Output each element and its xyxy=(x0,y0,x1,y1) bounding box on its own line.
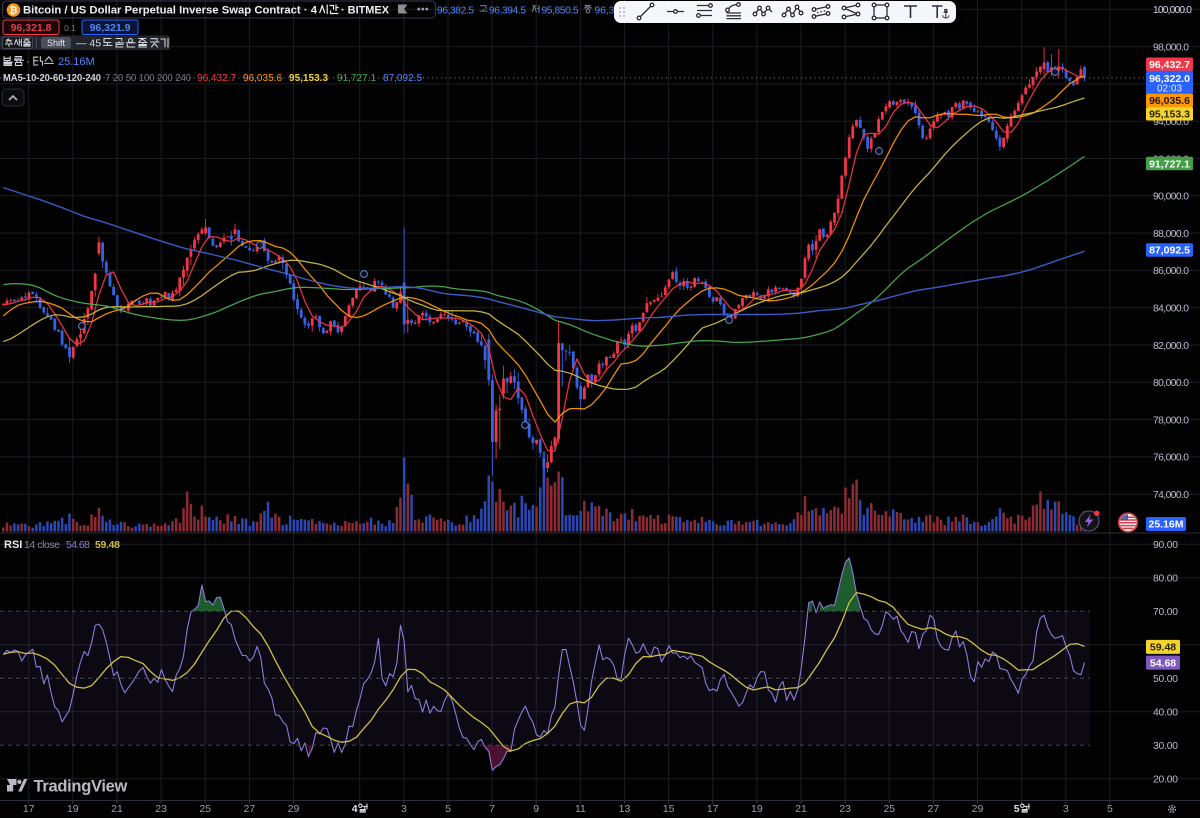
svg-text:15: 15 xyxy=(663,803,675,815)
svg-text:96,432.7: 96,432.7 xyxy=(1149,59,1190,71)
svg-text:25.16M: 25.16M xyxy=(1148,519,1183,531)
svg-text:3: 3 xyxy=(401,803,407,815)
svg-text:59.48: 59.48 xyxy=(95,539,120,551)
svg-text:25.16M: 25.16M xyxy=(58,56,95,68)
svg-text:17: 17 xyxy=(707,803,719,815)
svg-text:59.48: 59.48 xyxy=(1150,642,1176,654)
svg-text:74,000.0: 74,000.0 xyxy=(1153,490,1189,501)
svg-text:27: 27 xyxy=(244,803,256,815)
svg-text:96,321.9: 96,321.9 xyxy=(90,22,131,34)
svg-text:95,850.5: 95,850.5 xyxy=(542,6,579,17)
svg-text:5: 5 xyxy=(1014,803,1020,815)
svg-text:40.00: 40.00 xyxy=(1153,708,1178,719)
svg-text:96,35: 96,35 xyxy=(595,6,621,17)
svg-text:Shift: Shift xyxy=(47,38,66,48)
svg-text:95,153.3: 95,153.3 xyxy=(1149,109,1190,121)
svg-text:96,322.0: 96,322.0 xyxy=(1149,73,1190,85)
svg-text:96,432.7: 96,432.7 xyxy=(197,73,236,84)
svg-text:9: 9 xyxy=(533,803,539,815)
svg-text:96,394.5: 96,394.5 xyxy=(489,6,526,17)
svg-text:7 20 50 100 200 240: 7 20 50 100 200 240 xyxy=(105,73,191,84)
svg-text:21: 21 xyxy=(795,803,807,815)
svg-text:Bitcoin / US Dollar Perpetual: Bitcoin / US Dollar Perpetual Inverse Sw… xyxy=(23,5,318,17)
svg-text:84,000.0: 84,000.0 xyxy=(1153,304,1189,315)
svg-text:87,092.5: 87,092.5 xyxy=(1149,245,1190,257)
svg-text:23: 23 xyxy=(155,803,167,815)
svg-text:11: 11 xyxy=(575,803,586,815)
svg-text:78,000.0: 78,000.0 xyxy=(1153,415,1189,426)
svg-text:25: 25 xyxy=(199,803,211,815)
svg-text:14 close: 14 close xyxy=(24,539,60,551)
svg-text:54.68: 54.68 xyxy=(66,539,90,551)
svg-text:21: 21 xyxy=(111,803,123,815)
svg-text:02:03: 02:03 xyxy=(1157,84,1182,95)
svg-text:80.00: 80.00 xyxy=(1153,574,1178,585)
svg-text:13: 13 xyxy=(619,803,631,815)
svg-text:96,035.6: 96,035.6 xyxy=(1149,95,1190,107)
svg-text:· BITMEX: · BITMEX xyxy=(341,5,390,17)
svg-text:0.1: 0.1 xyxy=(64,23,76,33)
svg-text:·: · xyxy=(26,56,30,68)
svg-text:25: 25 xyxy=(883,803,895,815)
svg-text:— 45: — 45 xyxy=(76,38,101,50)
svg-text:19: 19 xyxy=(67,803,79,815)
svg-text:7: 7 xyxy=(489,803,495,815)
svg-text:91,727.1: 91,727.1 xyxy=(1149,158,1190,170)
svg-text:5: 5 xyxy=(445,803,451,815)
svg-text:29: 29 xyxy=(972,803,984,815)
svg-text:23: 23 xyxy=(839,803,851,815)
svg-text:90.00: 90.00 xyxy=(1153,540,1178,551)
svg-text:96,035.6: 96,035.6 xyxy=(243,73,282,84)
svg-text:100,000.0: 100,000.0 xyxy=(1153,5,1192,16)
svg-text:4: 4 xyxy=(352,803,358,815)
svg-text:19: 19 xyxy=(751,803,763,815)
svg-text:88,000.0: 88,000.0 xyxy=(1153,229,1189,240)
svg-text:29: 29 xyxy=(288,803,300,815)
svg-text:3: 3 xyxy=(1063,803,1069,815)
svg-text:98,000.0: 98,000.0 xyxy=(1153,42,1189,53)
svg-text:17: 17 xyxy=(23,803,35,815)
svg-text:TradingView: TradingView xyxy=(34,778,128,796)
svg-text:50.00: 50.00 xyxy=(1153,674,1178,685)
svg-text:₿: ₿ xyxy=(9,5,17,17)
svg-text:27: 27 xyxy=(928,803,940,815)
svg-text:96,382.5: 96,382.5 xyxy=(437,6,474,17)
svg-text:•••: ••• xyxy=(417,5,429,16)
svg-text:96,321.8: 96,321.8 xyxy=(11,22,52,34)
svg-text:70.00: 70.00 xyxy=(1153,607,1178,618)
svg-text:5: 5 xyxy=(1107,803,1113,815)
svg-text:82,000.0: 82,000.0 xyxy=(1153,341,1189,352)
svg-text:20.00: 20.00 xyxy=(1153,775,1178,786)
svg-text:30.00: 30.00 xyxy=(1153,741,1178,752)
svg-text:MA5-10-20-60-120-240: MA5-10-20-60-120-240 xyxy=(3,73,101,84)
svg-text:91,727.1: 91,727.1 xyxy=(337,73,376,84)
svg-text:80,000.0: 80,000.0 xyxy=(1153,378,1189,389)
svg-text:100,000.0: 100,000.0 xyxy=(1153,5,1192,16)
svg-text:94,000.0: 94,000.0 xyxy=(1153,117,1189,128)
svg-text:95,153.3: 95,153.3 xyxy=(289,73,328,84)
svg-text:86,000.0: 86,000.0 xyxy=(1153,266,1189,277)
svg-text:87,092.5: 87,092.5 xyxy=(383,73,422,84)
svg-text:76,000.0: 76,000.0 xyxy=(1153,453,1189,464)
svg-text:RSI: RSI xyxy=(4,539,22,551)
svg-text:90,000.0: 90,000.0 xyxy=(1153,192,1189,203)
svg-text:54.68: 54.68 xyxy=(1150,657,1176,669)
